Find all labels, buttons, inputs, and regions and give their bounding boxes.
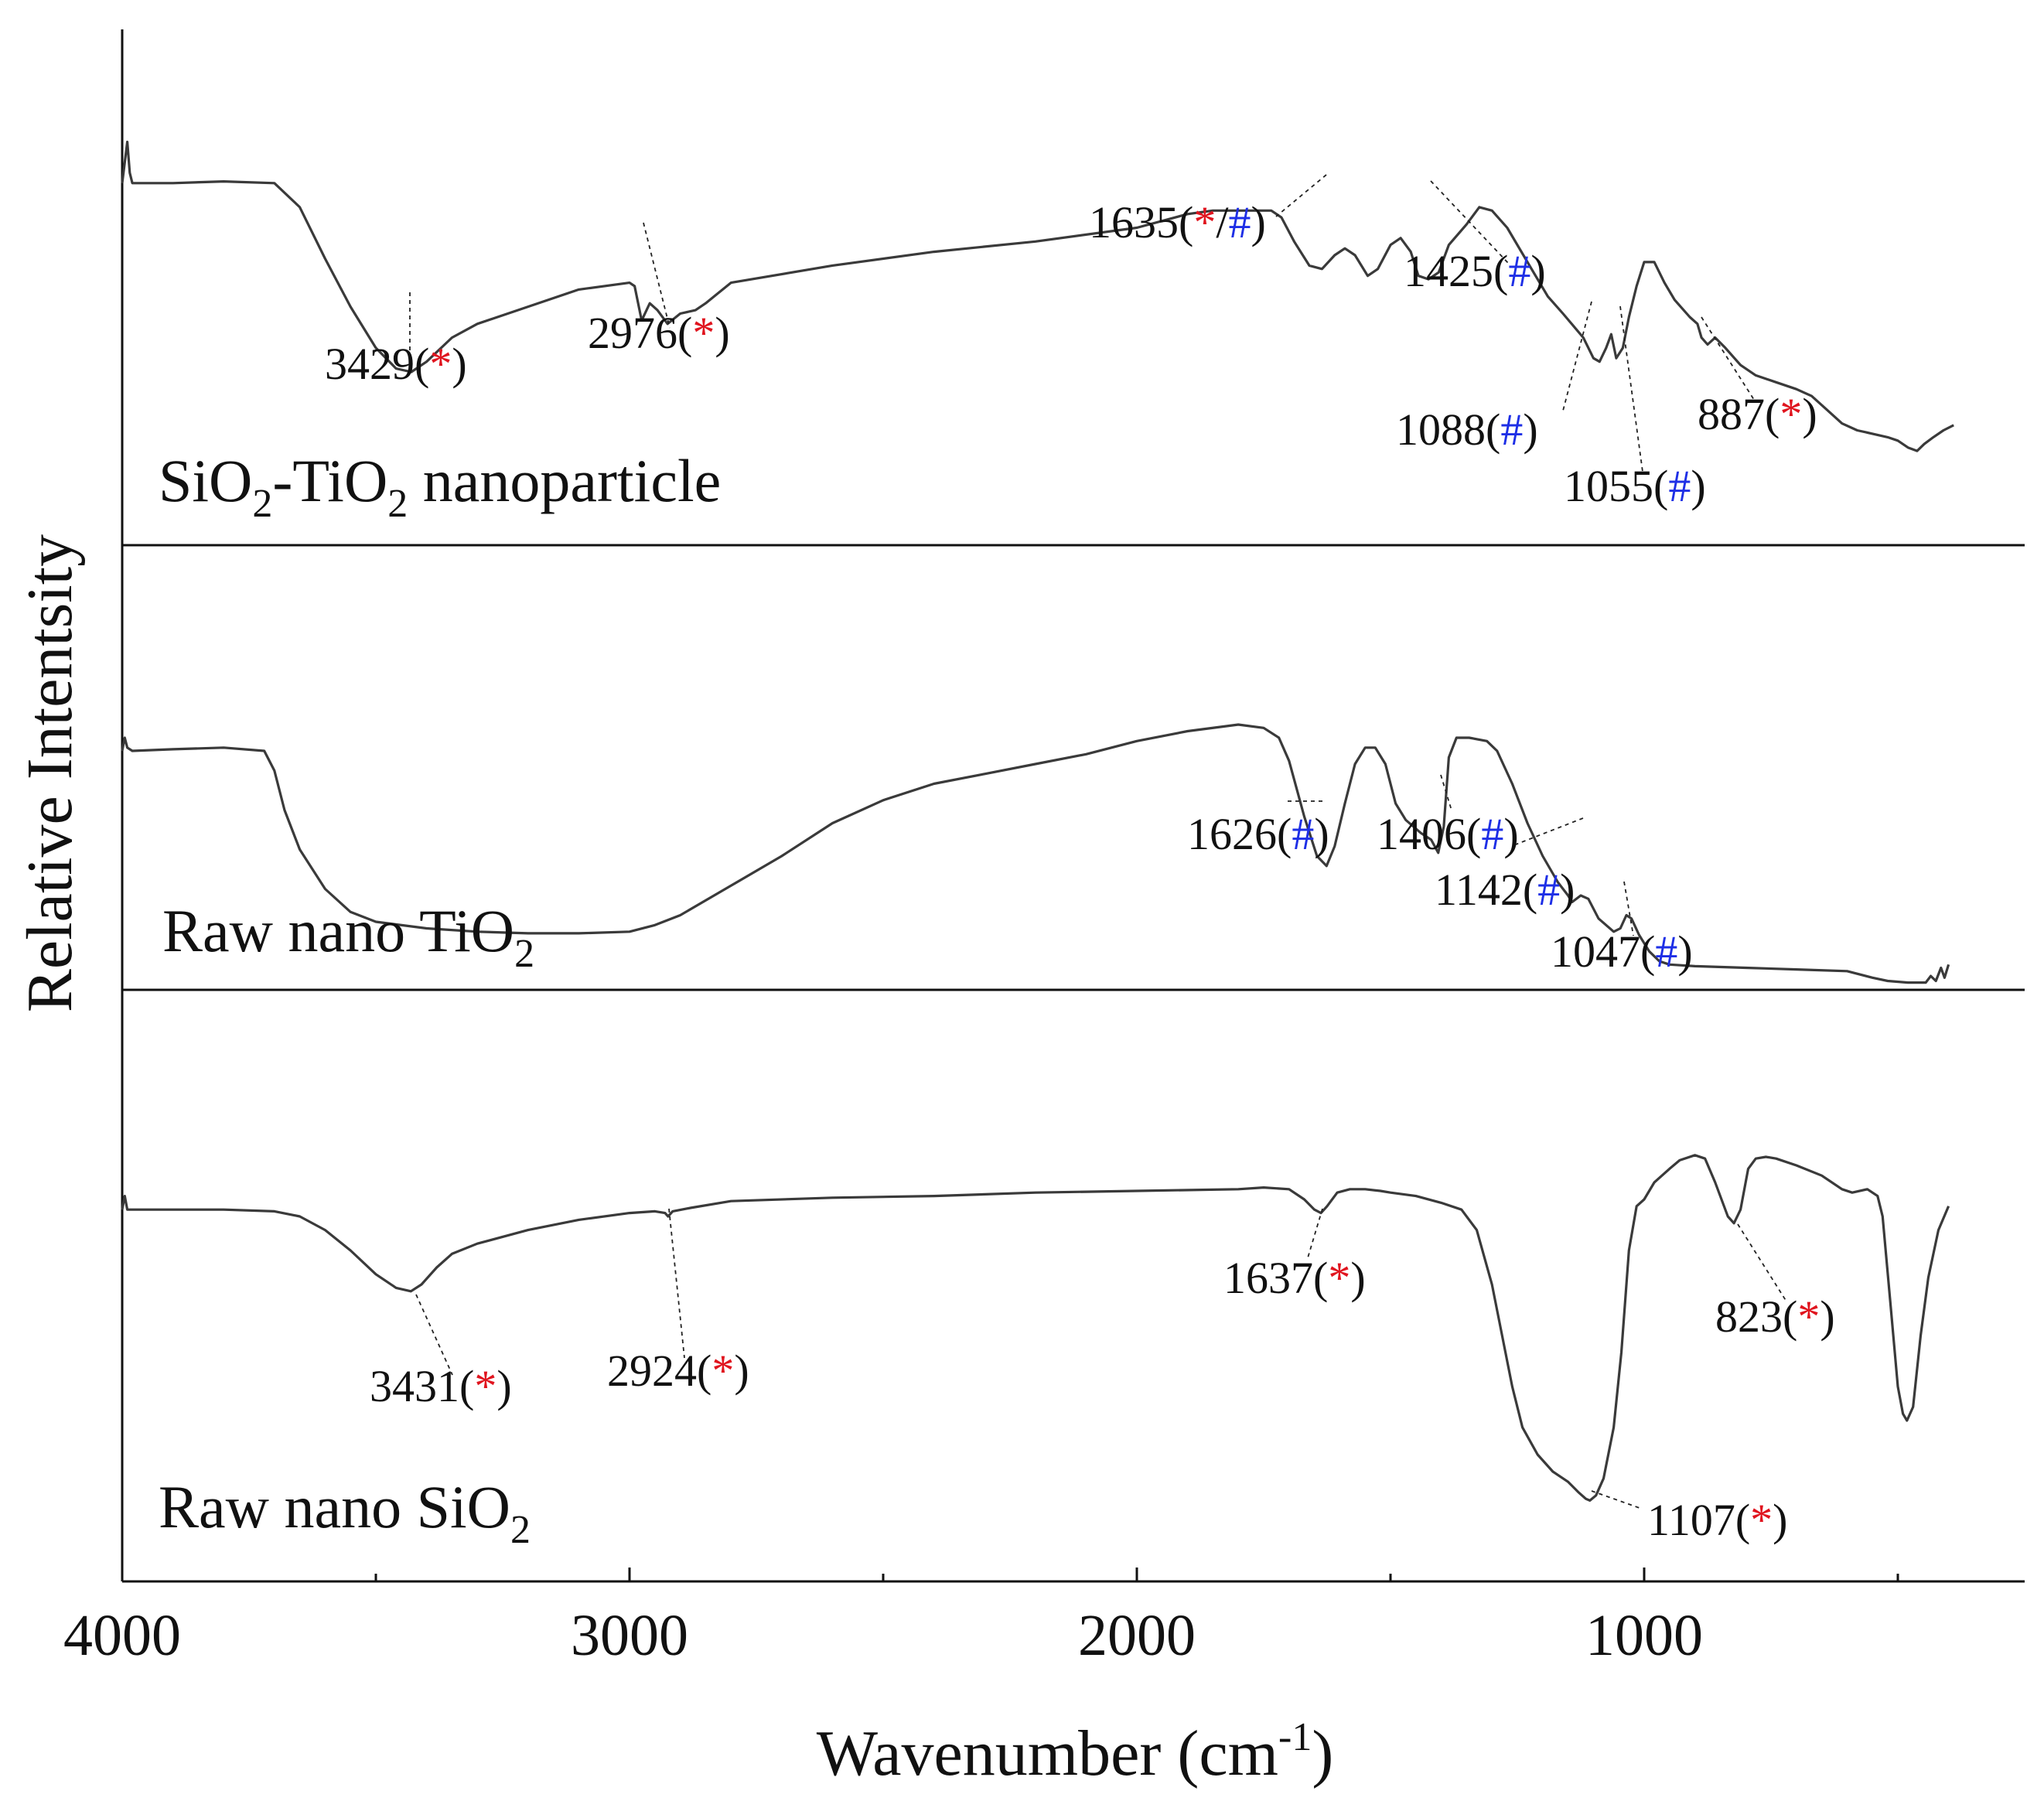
peak-label: 1047(#)	[1551, 926, 1693, 977]
x-tick-label: 4000	[63, 1603, 181, 1668]
peak-leader-line	[643, 222, 671, 329]
peak-label: 1088(#)	[1396, 404, 1538, 455]
peak-leader-line	[1623, 881, 1634, 936]
series-line-2	[121, 723, 1950, 984]
series-line-1	[121, 140, 1954, 452]
peak-leader-line	[1561, 301, 1592, 414]
x-tick-label: 2000	[1078, 1603, 1196, 1668]
y-axis-title: Relative Intentsity	[14, 534, 86, 1012]
series-line-3	[121, 1154, 1950, 1502]
peak-label: 823(*)	[1715, 1291, 1835, 1342]
peak-label: 3431(*)	[370, 1361, 512, 1411]
peak-leader-line	[668, 1208, 685, 1359]
peak-label: 1142(#)	[1435, 865, 1575, 915]
peak-leader-line	[1275, 174, 1327, 217]
peak-label: 3429(*)	[325, 339, 467, 389]
peak-leader-line	[1701, 316, 1756, 403]
peak-leader-line	[1591, 1490, 1640, 1509]
series-label: Raw nano SiO2	[159, 1473, 531, 1552]
series-label: Raw nano TiO2	[162, 897, 534, 976]
peak-label: 1107(*)	[1647, 1495, 1788, 1545]
peak-label: 1406(#)	[1377, 809, 1519, 859]
series-label: SiO2-TiO2 nanoparticle	[159, 447, 721, 526]
peak-label: 1626(#)	[1187, 809, 1329, 859]
peak-leader-line	[1737, 1223, 1787, 1302]
x-tick-label: 1000	[1585, 1603, 1703, 1668]
peak-leader-line	[1306, 1208, 1323, 1261]
x-tick-label: 3000	[571, 1603, 688, 1668]
peak-label: 1635(*/#)	[1089, 197, 1266, 247]
peak-label: 1637(*)	[1223, 1253, 1366, 1303]
peak-label: 887(*)	[1698, 389, 1817, 439]
peak-label: 2924(*)	[607, 1346, 749, 1396]
peak-leader-line	[1430, 180, 1509, 264]
peak-label: 2976(*)	[588, 308, 730, 358]
peak-label: 1425(#)	[1404, 246, 1546, 296]
x-axis-title: Wavenumber (cm-1)	[817, 1715, 1334, 1789]
peak-leader-line	[1619, 305, 1643, 472]
peak-label: 1055(#)	[1564, 461, 1706, 511]
peak-leader-line	[1440, 774, 1452, 811]
